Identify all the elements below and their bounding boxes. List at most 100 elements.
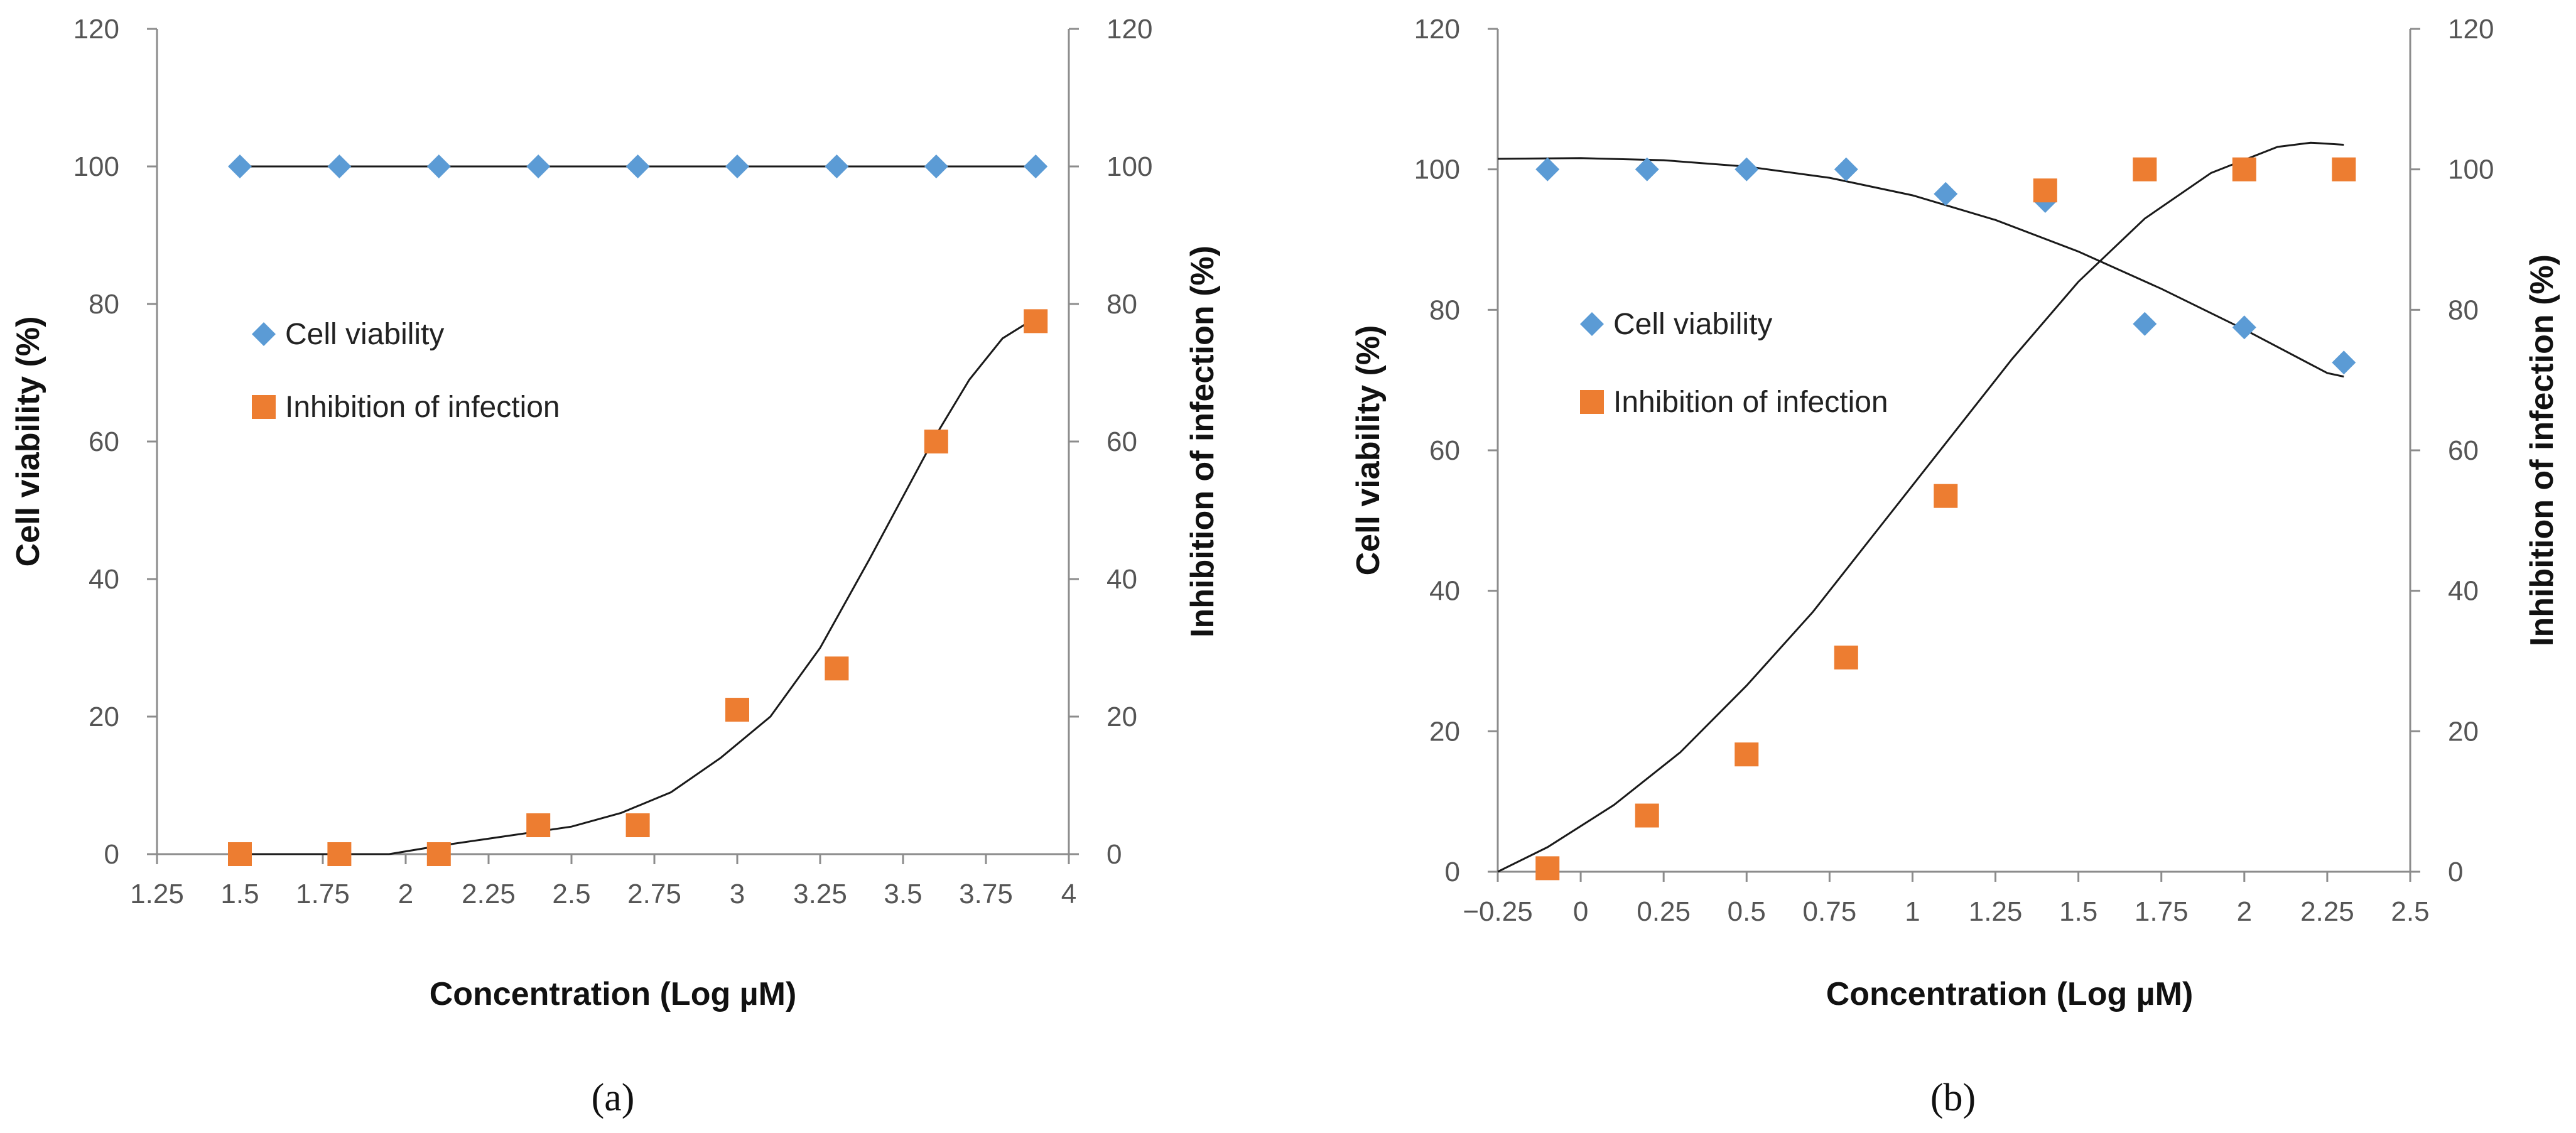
inhibition-point xyxy=(1734,742,1759,767)
cell-viability-point xyxy=(725,154,749,178)
inhibition-point xyxy=(725,698,749,722)
inhibition-point xyxy=(228,842,252,866)
y-axis-right-title: Inhibition of infection (%) xyxy=(2524,254,2560,646)
cell-viability-point xyxy=(924,154,948,178)
inhibition-point xyxy=(1934,484,1958,508)
inhibition-point xyxy=(1834,645,1858,670)
y-left-tick-label: 80 xyxy=(89,289,119,320)
y-left-tick-label: 40 xyxy=(89,564,119,595)
x-tick-label: 0 xyxy=(1573,896,1588,927)
x-axis-title: Concentration (Log µM) xyxy=(430,976,797,1012)
x-tick-label: 0.5 xyxy=(1728,896,1766,927)
y-right-tick-label: 0 xyxy=(2448,857,2463,887)
x-tick-label: 1 xyxy=(1905,896,1920,927)
x-tick-label: 3.75 xyxy=(959,879,1013,909)
y-left-tick-label: 100 xyxy=(73,151,119,182)
x-tick-label: 3.25 xyxy=(793,879,847,909)
y-left-tick-label: 0 xyxy=(1445,857,1460,887)
y-axis-right-title: Inhibition of infection (%) xyxy=(1184,246,1221,637)
y-left-tick-label: 60 xyxy=(1429,435,1460,466)
legend-label: Cell viability xyxy=(285,318,444,351)
y-left-tick-label: 20 xyxy=(1429,716,1460,747)
x-tick-label: 2 xyxy=(398,879,413,909)
cell-viability-point xyxy=(825,154,849,178)
panel-a: 1.25 1.5 1.75 2 2.25 2.5 2.75 3 3.25 3.5 3.75 40 020… xyxy=(10,14,1221,1119)
cell-viability-point xyxy=(2133,312,2157,336)
legend-label: Inhibition of infection xyxy=(285,391,560,424)
y-right-tick-label: 40 xyxy=(2448,576,2479,607)
cell-viability-point xyxy=(2332,350,2356,375)
inhibition-point xyxy=(1024,309,1048,333)
y-right-tick-label: 0 xyxy=(1107,839,1122,870)
x-tick-label: 2 xyxy=(2237,896,2252,927)
cell-viability-point xyxy=(1024,154,1048,178)
inhibition-point xyxy=(2232,157,2256,182)
x-tick-label: 2.5 xyxy=(552,879,590,909)
y-right-tick-label: 80 xyxy=(1107,289,1137,320)
y-right-tick-label: 40 xyxy=(1107,564,1137,595)
x-tick-label: 1.5 xyxy=(220,879,259,909)
x-tick-label: 0.25 xyxy=(1637,896,1691,927)
inhibition-point xyxy=(1635,803,1659,828)
x-tick-label: 4 xyxy=(1061,879,1076,909)
y-left-tick-label: 60 xyxy=(89,426,119,457)
y-left-tick-label: 0 xyxy=(104,839,119,870)
cell-viability-point xyxy=(228,154,252,178)
legend-marker-diamond xyxy=(252,322,276,346)
y-right-tick-label: 20 xyxy=(1107,702,1137,732)
x-tick-label: 1.25 xyxy=(1969,896,2023,927)
inhibition-point xyxy=(625,813,650,838)
inhibition-point xyxy=(2332,157,2356,182)
cell-viability-point xyxy=(327,154,352,178)
cell-viability-point xyxy=(1635,157,1659,182)
y-right-tick-label: 100 xyxy=(2448,154,2494,185)
y-right-tick-label: 60 xyxy=(2448,435,2479,466)
cell-viability-point xyxy=(526,154,551,178)
x-tick-label: 2.75 xyxy=(627,879,681,909)
fit-curve-diamond xyxy=(1497,157,2344,378)
inhibition-point xyxy=(924,430,948,453)
x-tick-label: 1.75 xyxy=(2135,896,2189,927)
x-tick-label: 3.5 xyxy=(884,879,922,909)
y-right-tick-label: 120 xyxy=(2448,14,2494,45)
x-tick-label: −0.25 xyxy=(1463,896,1532,927)
panel-b: −0.25 0 0.25 0.5 0.75 1 1.25 1.5 1.75 2 2.25 2.50 02… xyxy=(1350,14,2560,1119)
panel-label: (a) xyxy=(592,1076,635,1119)
x-tick-label: 1.5 xyxy=(2059,896,2097,927)
y-left-tick-label: 20 xyxy=(89,702,119,732)
cell-viability-point xyxy=(1934,182,1958,206)
y-axis-left-title: Cell viability (%) xyxy=(1350,325,1387,576)
cell-viability-point xyxy=(1834,157,1858,182)
y-right-tick-label: 20 xyxy=(2448,716,2479,747)
inhibition-point xyxy=(327,842,352,866)
y-right-tick-label: 100 xyxy=(1107,151,1152,182)
inhibition-point xyxy=(825,656,849,681)
inhibition-point xyxy=(1535,856,1560,881)
inhibition-point xyxy=(2133,157,2157,182)
legend-marker-square xyxy=(252,395,276,419)
fit-curve-square xyxy=(1497,141,2344,873)
inhibition-point xyxy=(526,813,551,838)
x-axis-title: Concentration (Log µM) xyxy=(1826,976,2194,1012)
cell-viability-point xyxy=(1535,157,1560,182)
fit-curve-square xyxy=(240,317,1036,855)
y-left-tick-label: 40 xyxy=(1429,576,1460,607)
x-tick-label: 2.25 xyxy=(462,879,516,909)
y-left-tick-label: 120 xyxy=(73,14,119,45)
y-axis-left-title: Cell viability (%) xyxy=(10,317,46,567)
x-tick-label: 3 xyxy=(730,879,745,909)
y-left-tick-label: 100 xyxy=(1414,154,1460,185)
inhibition-point xyxy=(2033,178,2057,203)
y-left-tick-label: 120 xyxy=(1414,14,1460,45)
panel-label: (b) xyxy=(1930,1076,1976,1119)
x-tick-label: 2.5 xyxy=(2391,896,2429,927)
cell-viability-point xyxy=(625,154,650,178)
y-right-tick-label: 120 xyxy=(1107,14,1152,45)
x-tick-label: 1.75 xyxy=(296,879,350,909)
legend-label: Cell viability xyxy=(1613,308,1772,341)
inhibition-point xyxy=(426,842,451,866)
legend-marker-diamond xyxy=(1580,312,1604,336)
cell-viability-point xyxy=(426,154,451,178)
x-tick-label: 1.25 xyxy=(130,879,184,909)
